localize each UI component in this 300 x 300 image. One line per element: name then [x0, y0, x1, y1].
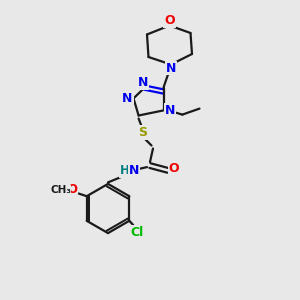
- Text: N: N: [166, 61, 176, 75]
- Text: H: H: [120, 164, 130, 177]
- Text: Cl: Cl: [130, 226, 143, 239]
- Text: O: O: [169, 162, 179, 176]
- Text: N: N: [122, 92, 133, 105]
- Text: O: O: [68, 183, 78, 196]
- Text: CH₃: CH₃: [50, 185, 71, 195]
- Text: S: S: [138, 126, 147, 139]
- Text: N: N: [165, 104, 175, 117]
- Text: O: O: [164, 14, 175, 27]
- Text: N: N: [129, 164, 139, 177]
- Text: N: N: [138, 76, 148, 89]
